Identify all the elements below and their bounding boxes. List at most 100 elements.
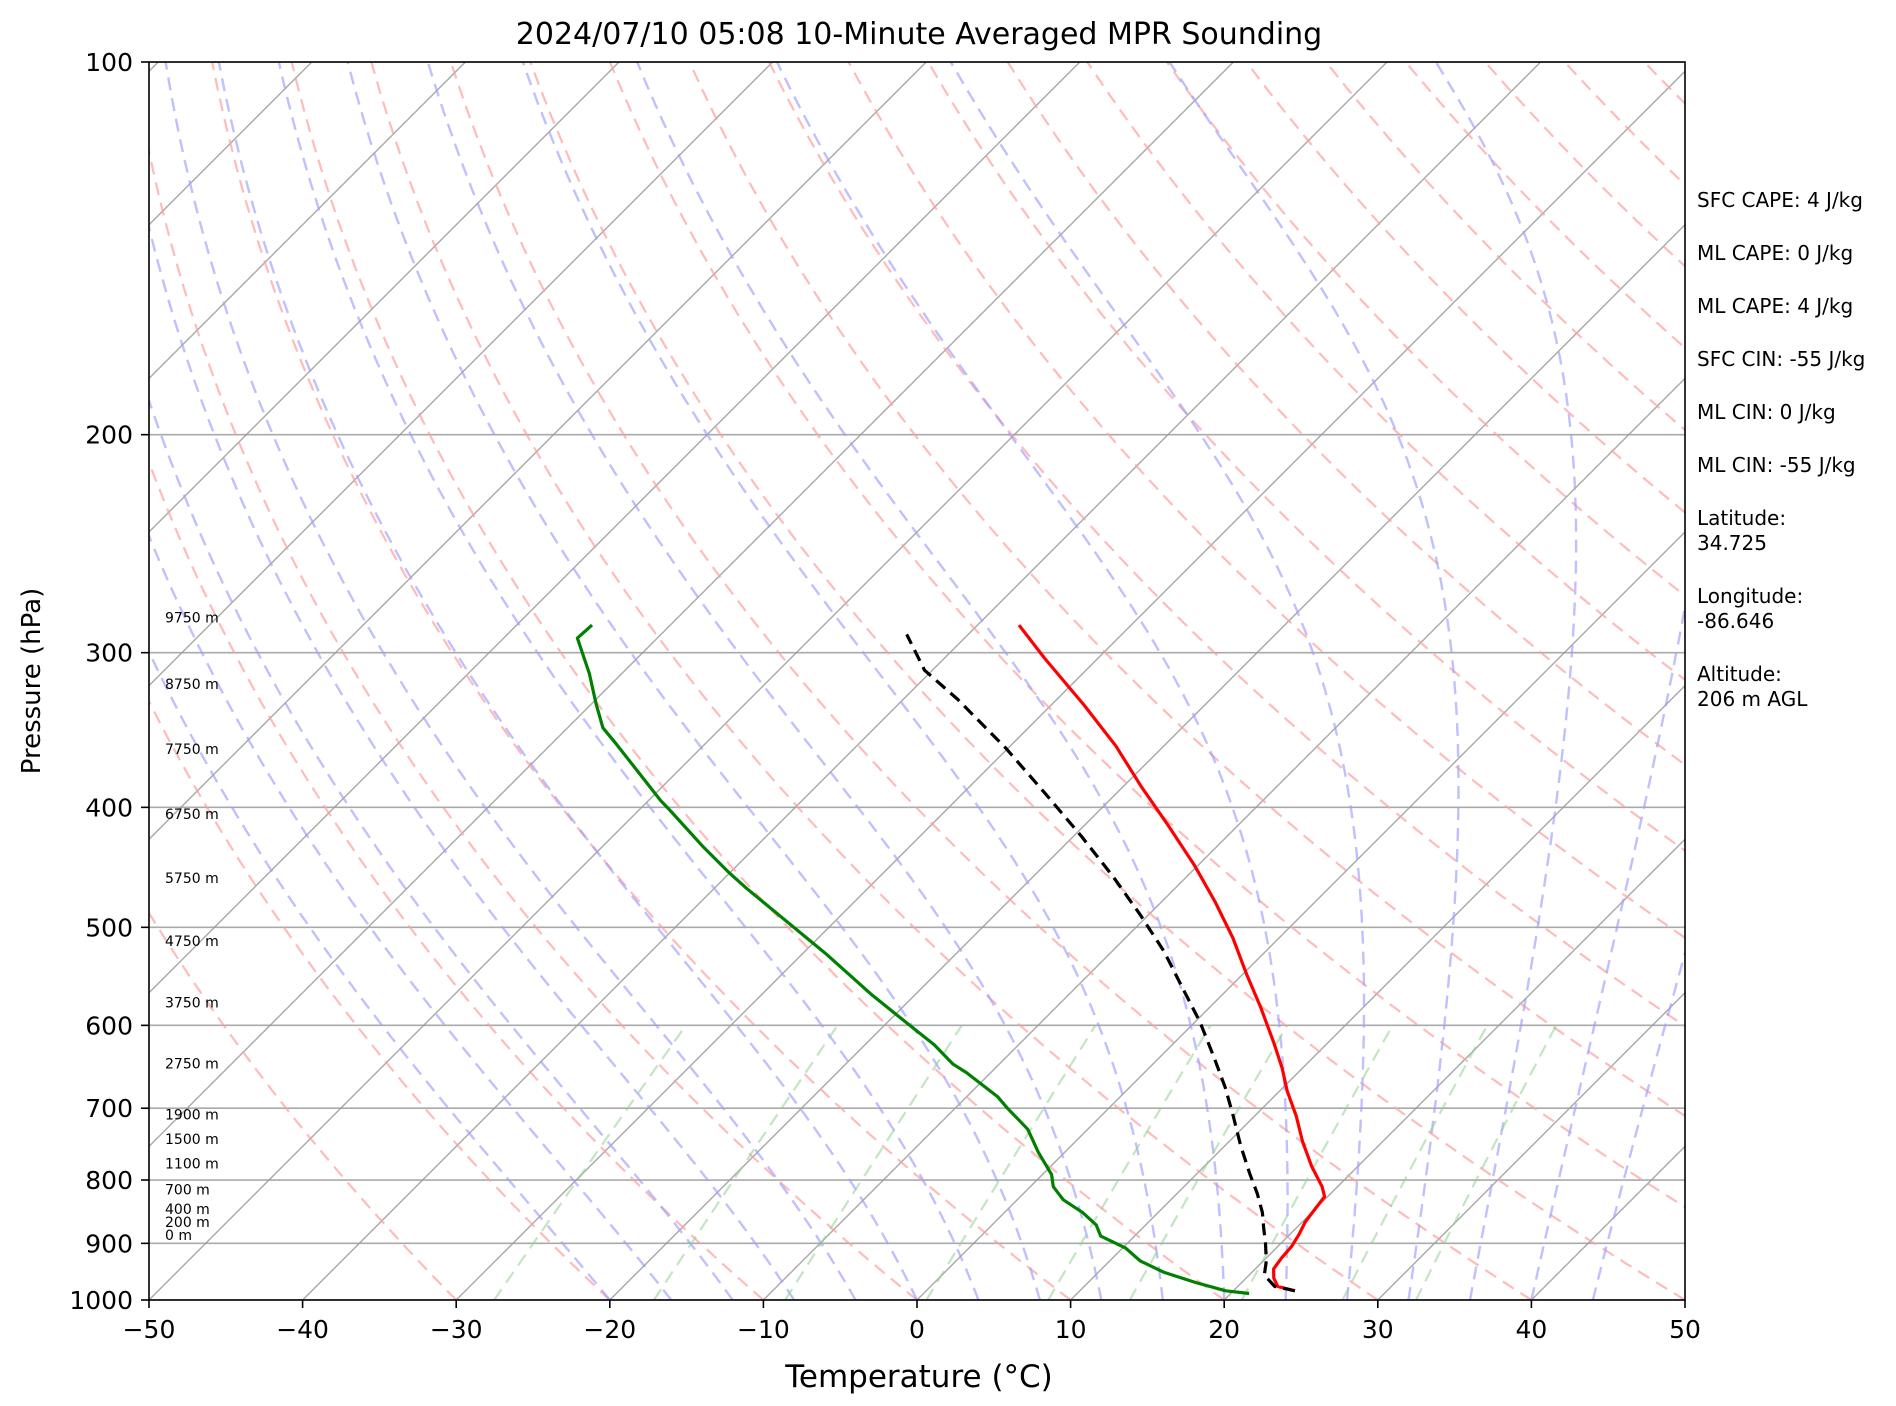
x-tick-label: −30 (430, 1315, 483, 1344)
height-label: 7750 m (165, 742, 219, 758)
x-tick-label: −50 (123, 1315, 176, 1344)
temperature-profile-line (1017, 624, 1327, 1293)
moist-adiabat-line (149, 649, 611, 1300)
y-tick-label: 300 (85, 639, 133, 668)
mixing-ratio-line (1047, 1024, 1212, 1300)
height-label: 0 m (165, 1228, 192, 1244)
isotherm-line (149, 62, 927, 841)
ml-cin-text: ML CIN: 0 J/kg (1697, 400, 1836, 424)
height-labels: 9750 m 8750 m 7750 m 6750 m 5750 m 4750 m 3750… (165, 610, 219, 1243)
height-label: 700 m (165, 1182, 210, 1198)
height-label: 9750 m (165, 610, 219, 626)
moist-adiabat-line (1591, 948, 1685, 1300)
isotherm-line (455, 70, 1685, 1300)
dry-adiabat-line (149, 699, 611, 1300)
y-tick-label: 200 (85, 421, 133, 450)
height-label: 6750 m (165, 807, 219, 823)
mixing-ratio-line (493, 1024, 687, 1300)
mixing-ratio-line (1341, 1024, 1489, 1300)
moist-adiabat-line (1530, 600, 1685, 1300)
y-tick-label: 700 (85, 1094, 133, 1123)
moist-adiabat-line (426, 62, 1103, 1300)
moist-adiabat-line (636, 62, 1226, 1300)
y-tick-label: 500 (85, 913, 133, 942)
dry-adiabat-line (290, 62, 1225, 1300)
mixing-ratio-line (1415, 1024, 1558, 1300)
sfc-cape-text: SFC CAPE: 4 J/kg (1697, 188, 1863, 212)
longitude-text: Longitude: -86.646 (1697, 584, 1804, 633)
y-axis-label: Pressure (hPa) (17, 588, 47, 775)
latitude-text: Latitude: 34.725 (1697, 506, 1787, 555)
dry-adiabat-line (211, 62, 1072, 1300)
isotherm-line (149, 62, 1388, 1300)
x-tick-label: 10 (1055, 1315, 1087, 1344)
dewpoint-profile-line (575, 623, 1250, 1296)
x-tick-label: −10 (737, 1315, 790, 1344)
y-axis: 100 200 300 400 500 600 700 800 900 1000 (69, 48, 149, 1315)
isotherm-line (1223, 838, 1685, 1300)
height-label: 2750 m (165, 1056, 219, 1072)
x-tick-label: 50 (1669, 1315, 1701, 1344)
moist-adiabat-line (164, 62, 857, 1300)
dry-adiabat-line (688, 62, 1685, 1118)
dry-adiabat-line (608, 62, 1685, 1209)
mixing-ratio-line (925, 1024, 1097, 1300)
x-axis-label: Temperature (°C) (784, 1359, 1053, 1395)
background-lines (0, 62, 1685, 1300)
ml-cape-text-2: ML CAPE: 4 J/kg (1697, 294, 1854, 318)
mixing-ratio-line (784, 1024, 963, 1300)
dry-adiabat-line (149, 146, 918, 1300)
x-tick-label: 0 (909, 1315, 925, 1344)
dry-adiabat-line (149, 459, 765, 1300)
isotherm-line (1070, 684, 1685, 1300)
mixing-ratio-line (1128, 1024, 1289, 1300)
chart-title: 2024/07/10 05:08 10-Minute Averaged MPR … (516, 17, 1322, 52)
moist-adiabat-line (521, 62, 1164, 1300)
x-tick-label: −40 (276, 1315, 329, 1344)
height-label: 5750 m (165, 871, 219, 887)
dry-adiabat-line (449, 62, 1532, 1300)
ml-cin-text-2: ML CIN: -55 J/kg (1697, 453, 1856, 477)
y-tick-label: 400 (85, 793, 133, 822)
plot-frame (148, 61, 1686, 1301)
x-tick-label: 40 (1515, 1315, 1547, 1344)
isotherm-line (609, 223, 1685, 1300)
height-label: 1900 m (165, 1107, 219, 1123)
isotherm-line (1377, 991, 1685, 1300)
isotherm-line (149, 62, 466, 380)
moist-adiabat-line (217, 62, 919, 1300)
mixing-ratio-line (1240, 1024, 1394, 1300)
y-tick-label: 1000 (69, 1286, 133, 1315)
sounding-info-panel: SFC CAPE: 4 J/kg ML CAPE: 0 J/kg ML CAPE… (1697, 188, 1892, 740)
dry-adiabat-line (529, 62, 1685, 1300)
isotherm-line (149, 62, 774, 687)
y-tick-label: 900 (85, 1229, 133, 1258)
moist-adiabat-line (277, 62, 980, 1300)
y-tick-label: 100 (85, 48, 133, 77)
sfc-cin-text: SFC CIN: -55 J/kg (1697, 347, 1866, 371)
parcel-profile-line (905, 633, 1296, 1293)
moist-adiabat-line (149, 396, 734, 1300)
y-tick-label: 800 (85, 1166, 133, 1195)
moist-adiabat-line (775, 62, 1289, 1300)
isotherm-line (149, 62, 1081, 994)
moist-adiabat-line (149, 533, 673, 1300)
mixing-ratio-line (652, 1024, 839, 1300)
moist-adiabat-line (346, 62, 1042, 1300)
dry-adiabat-line (370, 62, 1379, 1300)
isotherm-line (149, 62, 1234, 1148)
x-tick-label: 30 (1362, 1315, 1394, 1344)
height-label: 1100 m (165, 1157, 219, 1173)
x-tick-label: 20 (1208, 1315, 1240, 1344)
moist-adiabat-line (1434, 62, 1578, 1300)
isotherm-line (149, 62, 620, 533)
height-label: 8750 m (165, 677, 219, 693)
height-label: 200 m (165, 1215, 210, 1231)
isotherm-line (0, 62, 5, 1300)
moist-adiabat-line (949, 62, 1366, 1300)
dry-adiabat-line (768, 62, 1685, 1028)
altitude-text: Altitude: 206 m AGL (1697, 662, 1808, 711)
height-label: 400 m (165, 1202, 210, 1218)
height-label: 4750 m (165, 934, 219, 950)
